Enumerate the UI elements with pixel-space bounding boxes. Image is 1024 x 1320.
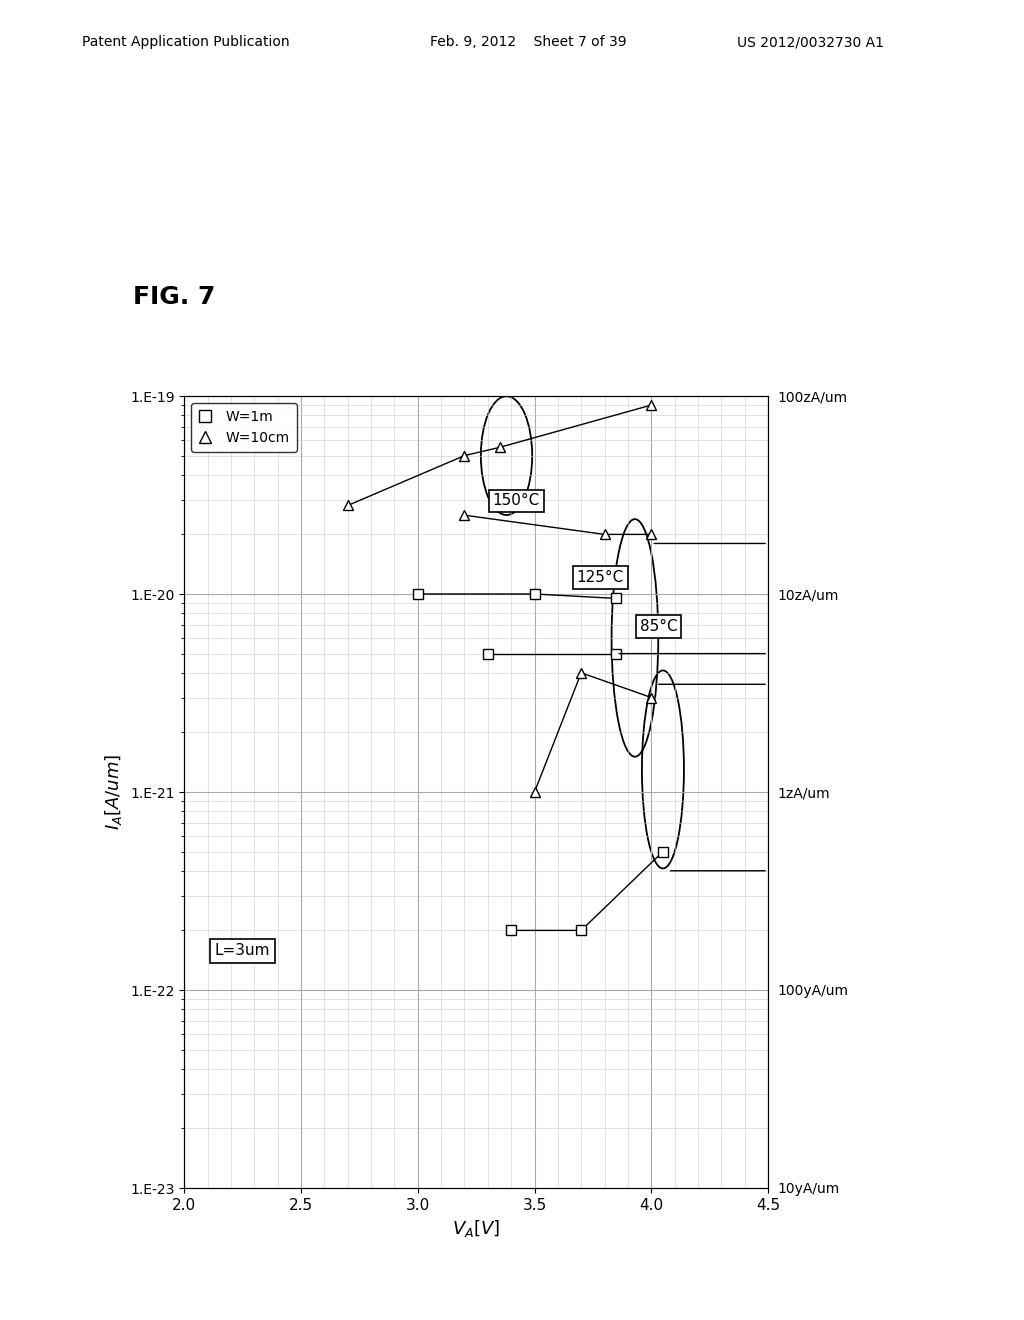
Text: US 2012/0032730 A1: US 2012/0032730 A1 bbox=[737, 36, 885, 49]
Text: Feb. 9, 2012    Sheet 7 of 39: Feb. 9, 2012 Sheet 7 of 39 bbox=[430, 36, 627, 49]
Legend: W=1m, W=10cm: W=1m, W=10cm bbox=[191, 403, 297, 451]
Text: L=3um: L=3um bbox=[215, 942, 270, 958]
Text: Patent Application Publication: Patent Application Publication bbox=[82, 36, 290, 49]
Text: FIG. 7: FIG. 7 bbox=[133, 285, 215, 309]
Text: 85°C: 85°C bbox=[640, 619, 677, 634]
Y-axis label: $I_A[A/um]$: $I_A[A/um]$ bbox=[103, 754, 125, 830]
Text: 150°C: 150°C bbox=[493, 494, 540, 508]
Text: 125°C: 125°C bbox=[577, 570, 624, 585]
X-axis label: $V_A[V]$: $V_A[V]$ bbox=[452, 1218, 501, 1239]
